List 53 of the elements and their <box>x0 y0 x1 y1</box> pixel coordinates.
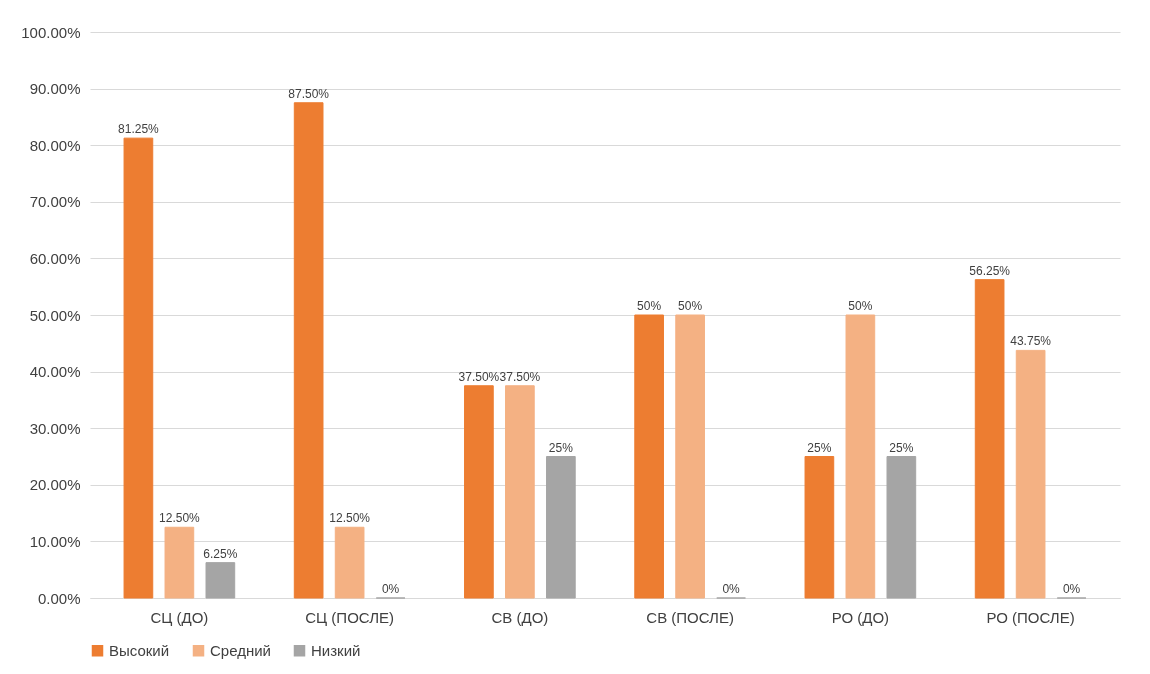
x-tick-label: СЦ (ПОСЛЕ) <box>305 608 394 626</box>
data-label: 12.50% <box>329 511 371 526</box>
bar <box>293 102 324 599</box>
y-tick-label: 80.00% <box>29 136 81 154</box>
data-label: 0% <box>381 582 400 596</box>
data-label: 37.50% <box>458 369 500 384</box>
data-label: 50% <box>848 299 873 313</box>
data-label: 43.75% <box>1010 334 1052 349</box>
y-tick-label: 60.00% <box>29 249 81 267</box>
bar <box>804 456 835 599</box>
y-tick-label: 100.00% <box>21 23 81 41</box>
bar <box>675 314 705 599</box>
bar <box>546 456 576 599</box>
data-label: 25% <box>548 440 574 455</box>
y-tick-label: 90.00% <box>29 80 81 98</box>
x-tick-label: СВ (ПОСЛЕ) <box>646 608 734 626</box>
x-tick-label: СВ (ДО) <box>491 608 549 626</box>
legend-label: Низкий <box>311 641 361 659</box>
bar <box>886 456 917 599</box>
bar <box>1015 349 1046 599</box>
data-label: 0% <box>722 582 741 596</box>
bar <box>205 562 236 599</box>
x-tick-label: СЦ (ДО) <box>150 608 209 626</box>
y-tick-label: 70.00% <box>29 193 81 211</box>
bar <box>634 314 664 599</box>
x-tick-label: РО (ДО) <box>831 608 890 626</box>
y-tick-label: 20.00% <box>29 476 81 494</box>
data-label: 87.50% <box>288 86 330 101</box>
bar <box>505 385 535 599</box>
y-tick-label: 50.00% <box>29 306 81 324</box>
y-tick-label: 0.00% <box>37 589 81 607</box>
y-tick-label: 30.00% <box>29 419 81 437</box>
data-label: 0% <box>1062 582 1081 596</box>
data-label: 50% <box>678 299 703 313</box>
data-label: 6.25% <box>203 546 238 561</box>
data-label: 12.50% <box>159 511 201 526</box>
bar <box>164 526 195 599</box>
bar <box>974 279 1005 599</box>
legend-label: Средний <box>210 641 271 659</box>
data-label: 50% <box>637 299 662 313</box>
data-label: 81.25% <box>118 122 160 137</box>
y-tick-label: 10.00% <box>29 532 81 550</box>
data-label: 25% <box>807 440 832 455</box>
bar <box>845 314 876 599</box>
data-label: 56.25% <box>969 263 1011 278</box>
bar <box>464 385 494 599</box>
data-label: 37.50% <box>499 369 541 384</box>
x-tick-label: РО (ПОСЛЕ) <box>986 608 1075 626</box>
data-label: 25% <box>889 440 914 455</box>
bar <box>123 137 154 599</box>
y-tick-label: 40.00% <box>29 363 81 381</box>
bar <box>334 526 365 599</box>
legend-label: Высокий <box>109 641 170 659</box>
